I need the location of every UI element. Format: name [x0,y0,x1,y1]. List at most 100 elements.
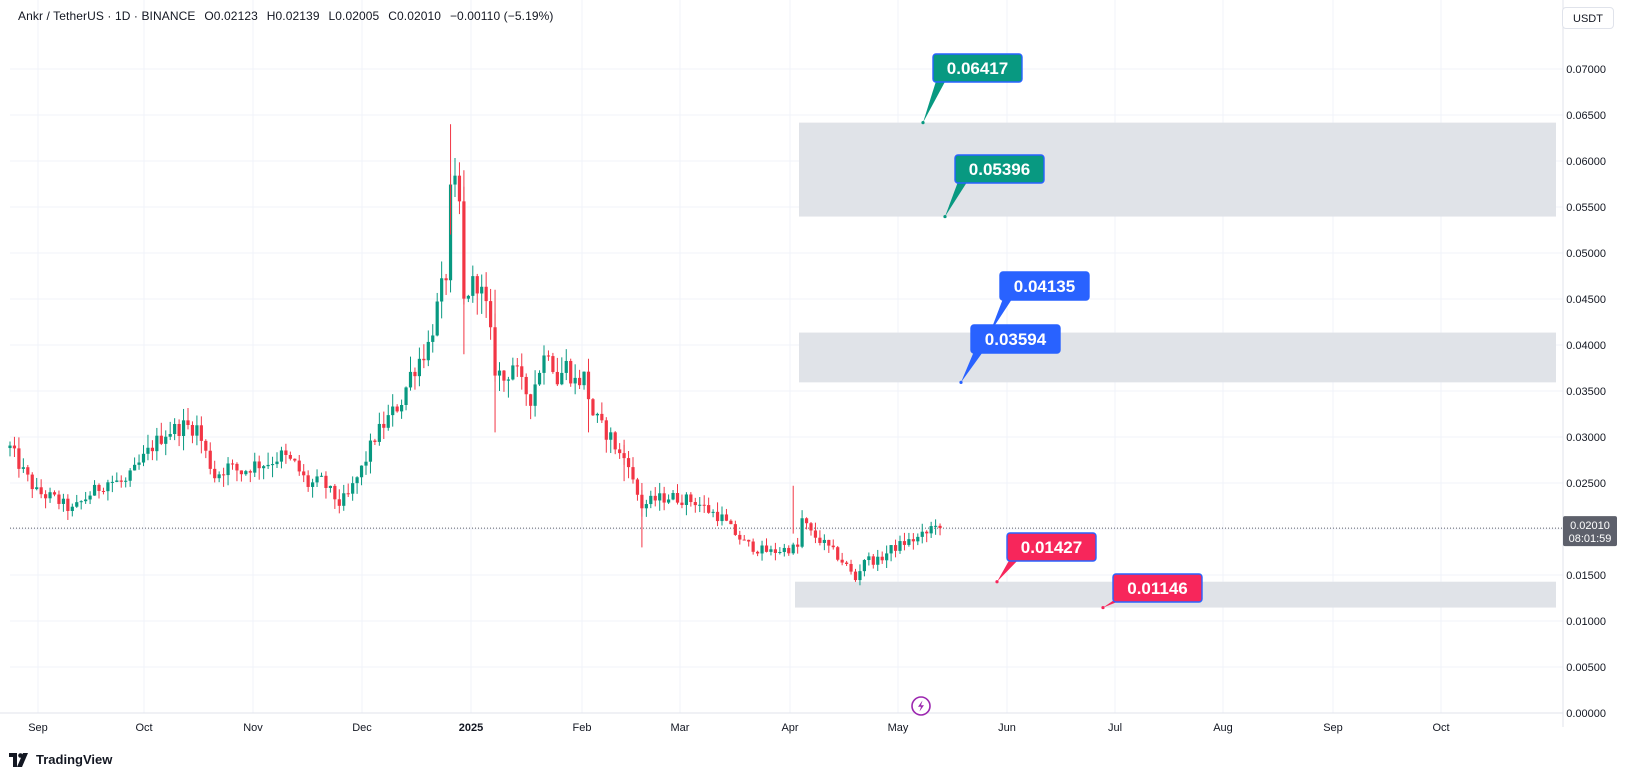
candle [609,427,613,454]
time-tick-label: May [888,722,909,734]
symbol-legend[interactable]: Ankr / TetherUS · 1D · BINANCE O0.02123 … [18,9,556,23]
candle [667,494,671,505]
candle [186,408,190,430]
candle [319,472,324,477]
candle [626,450,631,479]
currency-button[interactable]: USDT [1562,7,1614,29]
candle [79,500,83,510]
candle [119,475,123,488]
candle [413,367,417,390]
time-tick-label: Sep [1323,722,1343,734]
candle [782,543,786,557]
candle [787,545,791,556]
candle [497,362,502,391]
candle [431,324,435,353]
candle [253,452,257,478]
candle [689,492,693,507]
candle [106,479,110,501]
close-value: C0.02010 [388,9,442,23]
candle [515,358,519,377]
candle [778,547,782,555]
time-axis[interactable]: Sep Oct Nov Dec 2025 Feb Mar Apr May Jun Jul Aug Sep… [28,722,1449,734]
candle [769,545,773,556]
candle [529,393,533,420]
price-tick-label: 0.04000 [1566,340,1606,352]
time-tick-label: Feb [573,722,592,734]
candle [328,485,332,493]
candle [480,274,484,314]
candle [675,484,680,505]
candle [840,552,844,566]
candle [631,457,635,484]
candle [818,530,822,546]
candle [635,477,640,501]
candle [262,464,266,480]
candle [164,430,168,456]
candle [862,559,866,577]
candle [925,530,929,543]
candle [858,564,862,586]
candle [8,441,12,457]
time-tick-label: Mar [671,722,690,734]
candle [222,467,226,487]
candle [159,422,163,446]
level-label[interactable]: 0.01427 [995,532,1097,584]
candle [133,457,137,471]
flash-icon[interactable] [911,696,931,716]
candle [128,468,132,487]
candle [649,490,653,509]
candle [417,347,421,387]
candle [368,433,373,474]
price-tick-label: 0.03000 [1566,432,1606,444]
candle [306,470,310,492]
time-tick-label: Dec [352,722,372,734]
candle [275,452,279,468]
candle [342,484,346,511]
candle [845,560,849,567]
brand-name: TradingView [36,752,113,767]
price-axis[interactable]: 0.07000 0.06500 0.06000 0.05500 0.05000 0.045… [1566,64,1606,720]
candle-layer [8,124,942,586]
candle [773,542,777,561]
candle [796,537,800,554]
candle [44,490,48,509]
level-label[interactable]: 0.04135 [988,271,1090,335]
candle [876,549,880,571]
candle [35,477,39,491]
candle [684,492,688,516]
candle [827,539,831,553]
candle [248,469,252,483]
candle [302,464,306,483]
candle [653,487,657,507]
candle [511,357,515,381]
level-value: 0.06417 [947,59,1008,78]
candle [471,265,475,303]
candle [21,458,25,473]
open-value: O0.02123 [204,9,258,23]
level-label[interactable]: 0.05396 [943,154,1045,219]
candle [17,437,21,478]
level-label[interactable]: 0.06417 [921,53,1023,125]
candle [934,519,938,535]
last-price-value: 0.02010 [1570,520,1610,532]
candle [244,469,248,476]
price-tick-label: 0.04500 [1566,294,1606,306]
level-label[interactable]: 0.03594 [959,324,1061,384]
candle [506,376,510,398]
candle [391,394,395,427]
candle [297,454,301,476]
time-tick-label: Jun [998,722,1016,734]
level-label[interactable]: 0.01146 [1101,573,1203,610]
symbol-title[interactable]: Ankr / TetherUS · 1D · BINANCE [18,9,196,23]
candle [671,490,675,501]
candle [475,273,479,315]
candle [466,294,470,303]
candle [110,475,114,493]
candle [199,416,203,454]
candle [742,535,746,541]
tradingview-logo[interactable]: TradingView [9,752,112,767]
candle [457,162,462,215]
candle [386,404,390,431]
time-tick-label: Nov [243,722,263,734]
